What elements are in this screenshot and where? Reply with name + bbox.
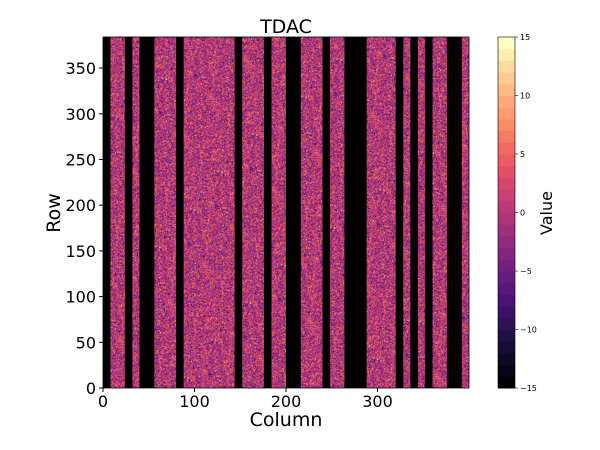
colorbar-tick-label: 10 (520, 92, 530, 101)
colorbar-level (498, 329, 515, 342)
masked-column-stripe (425, 37, 433, 388)
masked-column-stripe (447, 37, 462, 388)
masked-column-stripe (124, 37, 133, 388)
y-tick-label: 300 (65, 105, 96, 124)
colorbar-level (498, 282, 515, 295)
colorbar-level (498, 294, 515, 307)
colorbar-tick-label: −5 (520, 267, 532, 276)
colorbar-tick-label: 5 (520, 150, 525, 159)
colorbar-level (498, 107, 515, 120)
colorbar-level (498, 200, 515, 213)
colorbar-level (498, 189, 515, 202)
masked-column-stripe (410, 37, 418, 388)
chart-title: TDAC (259, 16, 312, 38)
masked-column-stripe (234, 37, 243, 388)
colorbar-level (498, 37, 515, 50)
y-tick-label: 100 (65, 288, 96, 307)
colorbar-level (498, 341, 515, 354)
colorbar-tick-label: −10 (520, 326, 537, 335)
y-tick-label: 50 (76, 333, 96, 352)
colorbar-label: Value (537, 191, 556, 235)
x-axis-label: Column (250, 409, 323, 431)
y-axis-label: Row (43, 193, 65, 233)
colorbar-level (498, 130, 515, 143)
masked-column-stripe (176, 37, 184, 388)
y-tick-label: 150 (65, 242, 96, 261)
colorbar-level (498, 95, 515, 108)
colorbar-level (498, 317, 515, 330)
colorbar-level (498, 142, 515, 155)
colorbar-tick-label: 0 (520, 209, 525, 218)
masked-column-stripe (395, 37, 404, 388)
colorbar-level (498, 177, 515, 190)
y-tick-label: 200 (65, 196, 96, 215)
masked-column-stripe (322, 37, 330, 388)
colorbar-level (498, 83, 515, 96)
colorbar-level (498, 235, 515, 249)
colorbar-level (498, 165, 515, 178)
colorbar-level (498, 271, 515, 284)
masked-column-stripe (139, 37, 155, 388)
y-tick-label: 250 (65, 150, 96, 169)
y-tick-label: 0 (86, 379, 96, 398)
colorbar-level (498, 306, 515, 319)
colorbar-level (498, 364, 515, 377)
x-tick-label: 100 (179, 392, 210, 411)
masked-column-stripe (286, 37, 301, 388)
colorbar-level (498, 48, 515, 61)
colorbar-level (498, 259, 515, 272)
masked-column-stripe (344, 37, 367, 388)
colorbar-level (498, 224, 515, 237)
colorbar-level (498, 118, 515, 132)
colorbar-tick-label: −15 (520, 384, 537, 393)
y-tick-label: 350 (65, 59, 96, 78)
x-tick-label: 300 (362, 392, 393, 411)
x-tick-label: 200 (271, 392, 302, 411)
colorbar-tick-label: 15 (520, 33, 530, 42)
colorbar-level (498, 154, 515, 167)
colorbar-level (498, 72, 515, 85)
colorbar-level (498, 247, 515, 260)
colorbar-level (498, 376, 515, 389)
colorbar-level (498, 352, 515, 366)
masked-column-stripe (264, 37, 272, 388)
colorbar-level (498, 60, 515, 73)
colorbar-level (498, 212, 515, 225)
masked-column-stripe (103, 37, 111, 388)
x-tick-label: 0 (98, 392, 108, 411)
